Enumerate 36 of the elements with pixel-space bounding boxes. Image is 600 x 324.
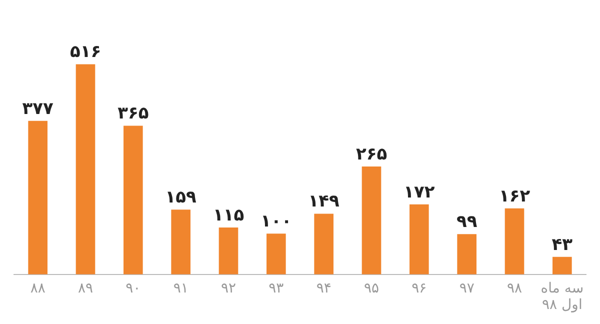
bar <box>457 234 476 274</box>
x-tick-label: ۹۲ <box>220 280 236 296</box>
bar <box>362 166 382 274</box>
x-tick-label: سه ماه اول ۹۸ <box>540 280 584 314</box>
bar <box>218 228 238 274</box>
bar <box>76 64 96 274</box>
data-label: ۱۶۲ <box>498 186 531 206</box>
data-label: ۳۷۷ <box>22 98 54 119</box>
bar <box>124 126 143 274</box>
x-tick-label: ۹۱ <box>173 280 188 296</box>
bar <box>504 208 524 274</box>
data-label: ۱۵۹ <box>165 188 198 208</box>
data-label: ۳۶۵ <box>118 104 149 124</box>
bar <box>410 204 429 274</box>
x-tick-label: ۹۳ <box>268 280 284 296</box>
bar <box>552 256 572 274</box>
x-tick-label: ۹۵ <box>364 280 380 296</box>
bar <box>28 120 48 274</box>
data-label: ۴۳ <box>552 234 574 255</box>
data-label: ۵۱۶ <box>70 42 102 62</box>
data-label: ۱۴۹ <box>308 192 340 212</box>
data-label: ۹۹ <box>456 212 478 232</box>
data-label: ۲۶۵ <box>356 144 388 164</box>
x-tick-label: ۸۹ <box>78 280 94 296</box>
bar <box>314 214 334 274</box>
data-label: ۱۷۲ <box>404 182 436 202</box>
data-label: ۱۰۰ <box>260 212 292 232</box>
x-tick-label: ۹۰ <box>126 280 141 296</box>
data-label: ۱۱۵ <box>212 205 244 226</box>
x-tick-label: ۹۷ <box>459 280 475 296</box>
x-tick-label: ۸۸ <box>30 280 46 296</box>
x-tick-label: ۹۸ <box>506 280 522 296</box>
x-tick-label: ۹۴ <box>316 280 332 296</box>
x-tick-label: ۹۶ <box>412 280 427 296</box>
bar <box>171 210 190 274</box>
bar <box>266 234 286 274</box>
